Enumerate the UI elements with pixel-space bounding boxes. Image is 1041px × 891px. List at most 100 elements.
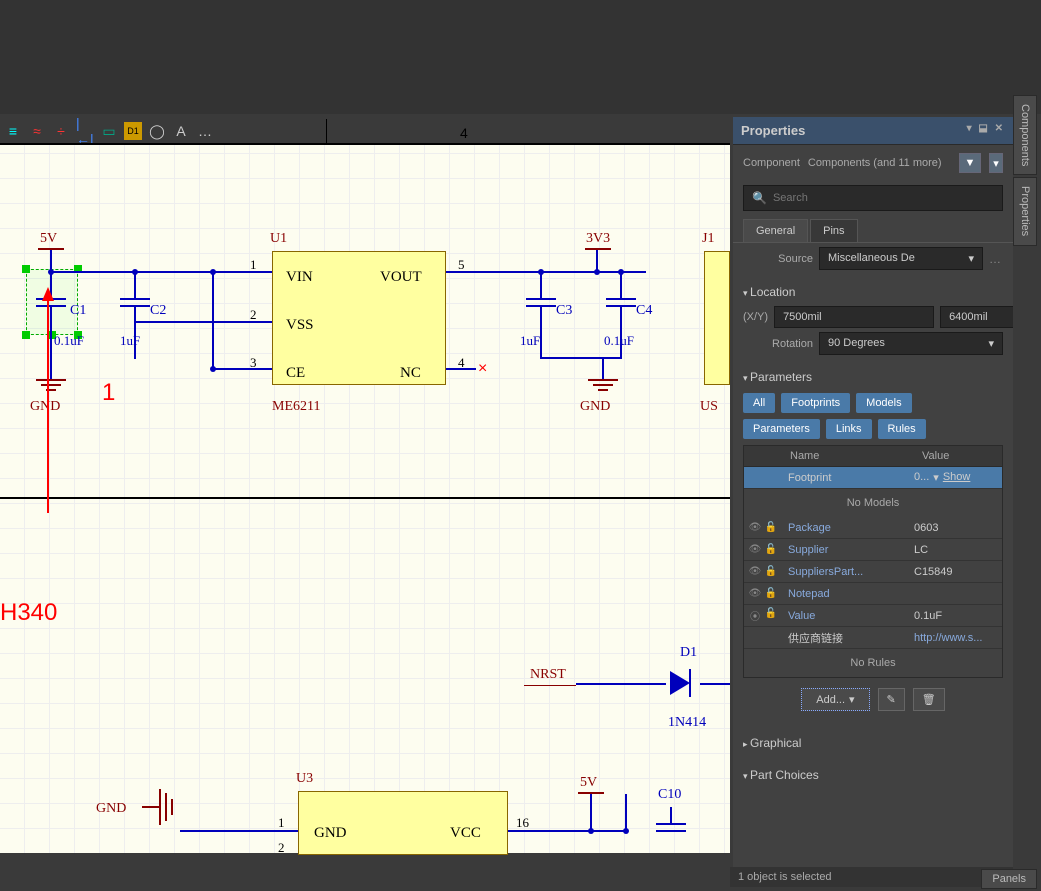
filter-dropdown[interactable]: ▾ (989, 153, 1003, 173)
right-tabs: Components Properties (1013, 95, 1041, 248)
add-button[interactable]: Add...▾ (801, 688, 869, 711)
param-row[interactable]: 供应商链接 http://www.s... (744, 627, 1002, 649)
tab-components[interactable]: Components (1013, 95, 1037, 175)
tool-bus-icon[interactable]: ≈ (28, 122, 46, 140)
junction (618, 269, 624, 275)
graphical-header[interactable]: Graphical (743, 733, 1003, 753)
label-us: US (700, 399, 718, 415)
param-row[interactable]: 👁🔓 Notepad (744, 583, 1002, 605)
y-input[interactable] (940, 306, 1013, 328)
lock-icon[interactable]: 🔓 (764, 566, 778, 577)
hide-icon[interactable]: 👁 (748, 522, 762, 533)
tool-power-icon[interactable]: ÷ (52, 122, 70, 140)
show-icon[interactable]: ⦿ (748, 608, 762, 623)
param-name: Package (782, 522, 914, 534)
wire (212, 368, 272, 370)
panels-button[interactable]: Panels (981, 869, 1037, 889)
panel-controls[interactable]: ▾ ⬓ ✕ (967, 123, 1005, 138)
link-value[interactable]: http://www.s... (914, 632, 1002, 644)
pill-footprints[interactable]: Footprints (781, 393, 850, 413)
section-parameters: Parameters All Footprints Models Paramet… (743, 367, 1003, 721)
x-input[interactable] (774, 306, 934, 328)
hide-icon[interactable]: 👁 (748, 566, 762, 577)
wire (180, 830, 298, 832)
lock-icon[interactable]: 🔓 (764, 522, 778, 533)
param-row[interactable]: 👁🔓 Package 0603 (744, 517, 1002, 539)
label-nrst: NRST (530, 667, 566, 683)
wire (50, 271, 272, 273)
rotation-select[interactable]: 90 Degrees▾ (819, 332, 1003, 355)
th-name: Name (782, 446, 914, 466)
lock-icon[interactable]: 🔓 (764, 608, 778, 623)
wire (540, 357, 622, 359)
gnd-symbol-side (142, 789, 178, 825)
label-d1name: 1N414 (668, 715, 706, 731)
pill-parameters[interactable]: Parameters (743, 419, 820, 439)
pwr-bar (585, 248, 611, 250)
wire (576, 683, 666, 685)
param-value: 0603 (914, 522, 1002, 534)
netlabel-line (524, 685, 576, 686)
tool-device-icon[interactable]: D1 (124, 122, 142, 140)
component-u3[interactable] (298, 791, 508, 855)
delete-button[interactable]: 🗑 (913, 688, 945, 711)
annotation-h340: H340 (0, 599, 57, 627)
param-row[interactable]: ⦿🔓 Value 0.1uF (744, 605, 1002, 627)
edit-button[interactable]: ✎ (878, 688, 905, 711)
more-icon[interactable]: … (989, 252, 1003, 266)
filter-button[interactable]: ▼ (959, 153, 981, 173)
param-name: SuppliersPart... (782, 566, 914, 578)
cap-plate (526, 298, 556, 300)
rotation-label: Rotation (743, 338, 813, 350)
param-name: Supplier (782, 544, 914, 556)
tool-sheet-icon[interactable]: ▭ (100, 122, 118, 140)
pill-rules[interactable]: Rules (878, 419, 926, 439)
hide-icon[interactable]: 👁 (748, 544, 762, 555)
label-u1: U1 (270, 231, 287, 247)
search-box[interactable]: 🔍 (743, 185, 1003, 211)
tool-text-icon[interactable]: A (172, 122, 190, 140)
lock-icon[interactable]: 🔓 (764, 588, 778, 599)
pin-label: NC (400, 365, 421, 382)
selection-box (26, 269, 78, 335)
no-models: No Models (744, 489, 1002, 517)
search-icon: 🔍 (752, 191, 767, 205)
wire (212, 271, 214, 369)
pill-links[interactable]: Links (826, 419, 872, 439)
tab-properties[interactable]: Properties (1013, 177, 1037, 245)
location-header[interactable]: Location (743, 282, 1003, 302)
pill-all[interactable]: All (743, 393, 775, 413)
source-select[interactable]: Miscellaneous De▾ (819, 247, 983, 270)
gnd-symbol (36, 379, 66, 391)
tool-more-icon[interactable]: … (196, 122, 214, 140)
ruler-mark: 4 (460, 125, 468, 141)
param-row-footprint[interactable]: Footprint 0...▾Show (744, 467, 1002, 489)
tab-general[interactable]: General (743, 219, 808, 242)
junction (48, 269, 54, 275)
param-row[interactable]: 👁🔓 Supplier LC (744, 539, 1002, 561)
panel-tabs: General Pins (733, 219, 1013, 243)
tool-harness-icon[interactable]: ◯ (148, 122, 166, 140)
fp-name: Footprint (782, 472, 914, 484)
tab-pins[interactable]: Pins (810, 219, 857, 242)
sel-handle[interactable] (22, 331, 30, 339)
param-row[interactable]: 👁🔓 SuppliersPart... C15849 (744, 561, 1002, 583)
wire (602, 357, 604, 379)
sel-handle[interactable] (22, 265, 30, 273)
component-j1[interactable] (704, 251, 730, 385)
search-input[interactable] (773, 192, 994, 204)
schematic-canvas[interactable]: 4 5V C1 0.1uF C2 1uF GND U1 1 2 3 5 4 VI… (0, 143, 730, 853)
parameters-header[interactable]: Parameters (743, 367, 1003, 387)
hide-icon[interactable]: 👁 (748, 588, 762, 599)
status-bar: 1 object is selected (730, 867, 1013, 887)
tool-netlabel-icon[interactable]: ≡ (4, 122, 22, 140)
wire (136, 321, 272, 323)
tool-port-icon[interactable]: |←| (76, 122, 94, 140)
pin-num: 1 (278, 815, 285, 831)
pin-label: VSS (286, 317, 314, 334)
pill-models[interactable]: Models (856, 393, 911, 413)
sel-scope[interactable]: Components (and 11 more) (808, 157, 951, 169)
junction (210, 366, 216, 372)
lock-icon[interactable]: 🔓 (764, 544, 778, 555)
part-choices-header[interactable]: Part Choices (743, 765, 1003, 785)
